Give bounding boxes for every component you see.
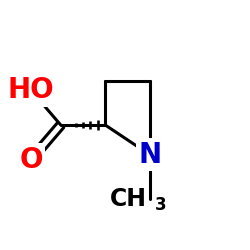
Text: HO: HO bbox=[8, 76, 54, 104]
Text: CH: CH bbox=[110, 187, 147, 211]
Text: 3: 3 bbox=[155, 196, 167, 214]
Text: O: O bbox=[19, 146, 43, 174]
Text: N: N bbox=[138, 141, 161, 169]
